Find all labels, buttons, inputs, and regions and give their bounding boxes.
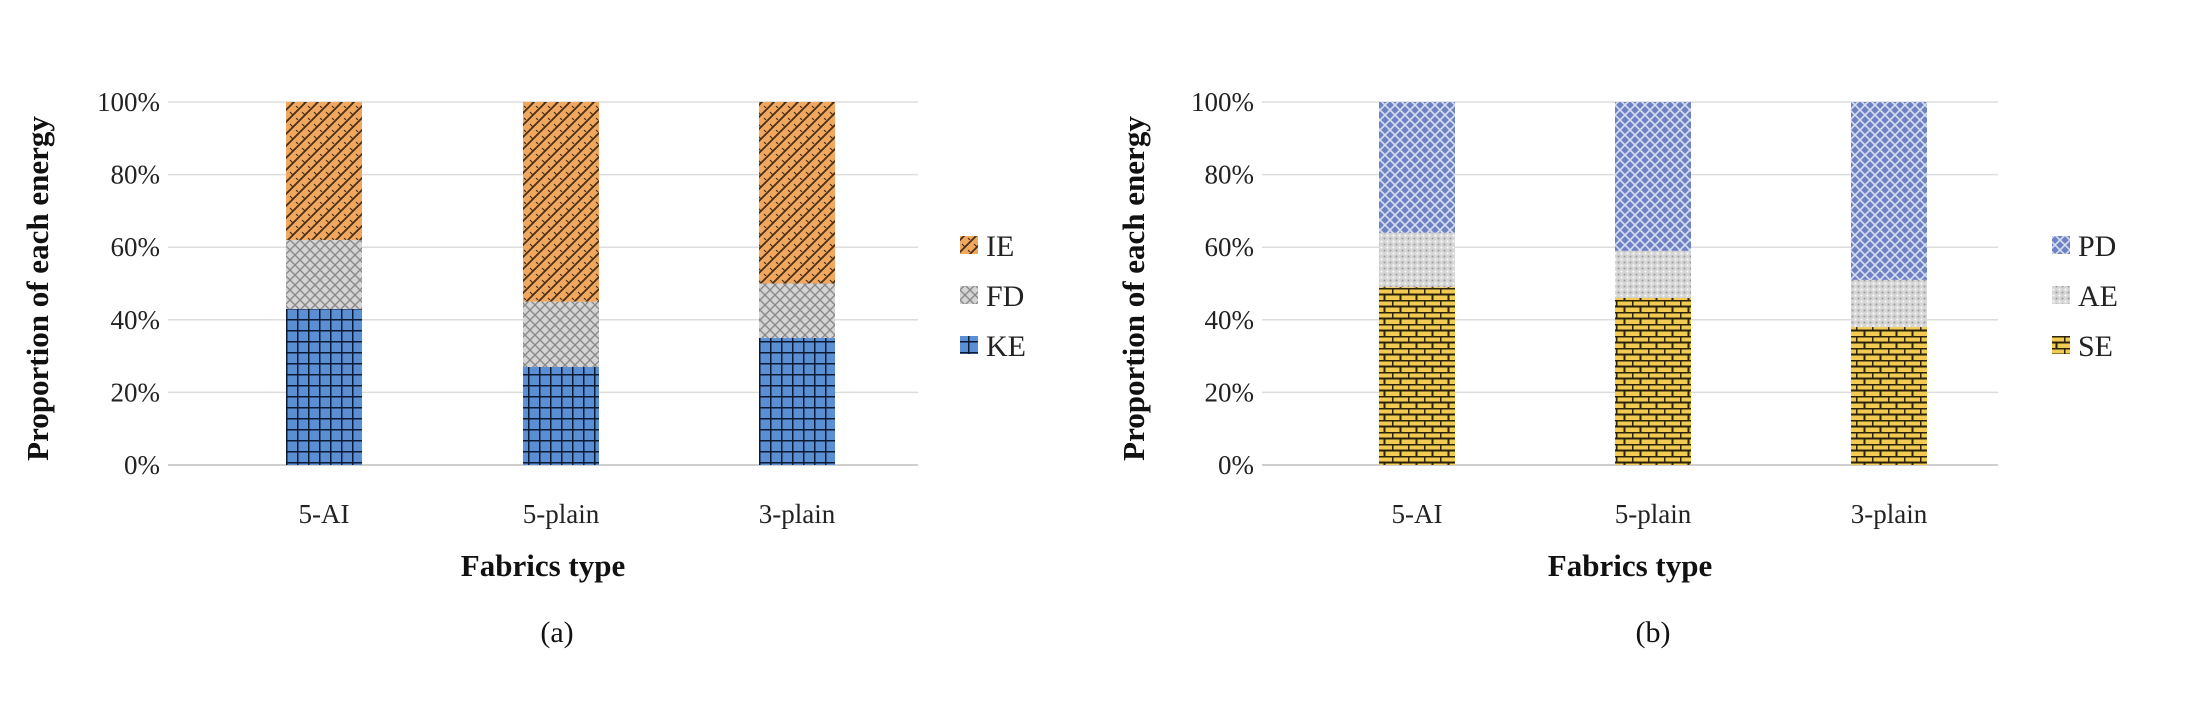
chart-a-ytick-label: 100% bbox=[97, 87, 160, 117]
chart-a-bar-fd-5-ai bbox=[286, 239, 362, 309]
chart-b-xtick-label: 5-AI bbox=[1392, 499, 1443, 529]
chart-b-legend-swatch-pd bbox=[2052, 236, 2070, 254]
chart-b-ytick-label: 0% bbox=[1218, 450, 1254, 480]
chart-b-ytick-label: 80% bbox=[1205, 160, 1255, 190]
chart-b-x-axis-title: Fabrics type bbox=[1548, 548, 1712, 583]
chart-a-x-axis-title: Fabrics type bbox=[461, 548, 625, 583]
chart-b-legend-swatch-se bbox=[2052, 336, 2070, 354]
chart-a-ytick-label: 80% bbox=[111, 160, 161, 190]
chart-a-bar-fd-5-plain bbox=[523, 301, 599, 367]
chart-b-ytick-label: 20% bbox=[1205, 377, 1255, 407]
chart-a-bar-fd-3-plain bbox=[759, 283, 835, 338]
chart-a-bar-ie-3-plain bbox=[759, 102, 835, 284]
chart-a-xtick-label: 3-plain bbox=[759, 499, 836, 529]
chart-a-legend-label-fd: FD bbox=[986, 280, 1024, 313]
chart-a-legend-label-ke: KE bbox=[986, 330, 1026, 363]
chart-a-legend-swatch-ke bbox=[960, 336, 978, 354]
chart-b-legend-label-pd: PD bbox=[2078, 230, 2116, 263]
chart-b-bar-ae-3-plain bbox=[1851, 279, 1927, 328]
chart-b-legend-label-se: SE bbox=[2078, 330, 2113, 363]
chart-a-bar-ke-5-ai bbox=[286, 308, 362, 465]
chart-b-ytick-label: 40% bbox=[1205, 305, 1255, 335]
chart-a-xtick-label: 5-plain bbox=[523, 499, 600, 529]
chart-b-xtick-label: 3-plain bbox=[1851, 499, 1928, 529]
chart-b-bar-se-5-ai bbox=[1379, 287, 1455, 465]
chart-b-bar-se-3-plain bbox=[1851, 327, 1927, 465]
chart-a-ytick-label: 60% bbox=[111, 232, 161, 262]
chart-b-bar-ae-5-ai bbox=[1379, 232, 1455, 288]
chart-a-ytick-label: 40% bbox=[111, 305, 161, 335]
chart-b-caption: (b) bbox=[1636, 616, 1671, 649]
chart-a-legend-swatch-fd bbox=[960, 286, 978, 304]
chart-b-legend-swatch-ae bbox=[2052, 286, 2070, 304]
chart-b-ytick-label: 60% bbox=[1205, 232, 1255, 262]
chart-a-xtick-label: 5-AI bbox=[299, 499, 350, 529]
chart-a-bar-ke-3-plain bbox=[759, 337, 835, 465]
chart-b-bar-se-5-plain bbox=[1615, 298, 1691, 465]
chart-b-bar-pd-3-plain bbox=[1851, 102, 1927, 280]
chart-a-y-axis-title: Proportion of each energy bbox=[20, 116, 55, 461]
chart-b-y-axis-title: Proportion of each energy bbox=[1116, 116, 1151, 461]
chart-a-legend-label-ie: IE bbox=[986, 230, 1014, 263]
chart-b-bar-pd-5-ai bbox=[1379, 102, 1455, 233]
chart-a-bar-ie-5-plain bbox=[523, 102, 599, 302]
chart-a-bar-ie-5-ai bbox=[286, 102, 362, 240]
chart-b-ytick-label: 100% bbox=[1191, 87, 1254, 117]
chart-b-bar-pd-5-plain bbox=[1615, 102, 1691, 251]
chart-a-legend-swatch-ie bbox=[960, 236, 978, 254]
chart-a-ytick-label: 0% bbox=[124, 450, 160, 480]
chart-b-xtick-label: 5-plain bbox=[1615, 499, 1692, 529]
chart-b-bar-ae-5-plain bbox=[1615, 250, 1691, 299]
chart-a-caption: (a) bbox=[540, 616, 573, 649]
chart-a-ytick-label: 20% bbox=[111, 377, 161, 407]
chart-b-legend-label-ae: AE bbox=[2078, 280, 2118, 313]
chart-a-bar-ke-5-plain bbox=[523, 366, 599, 465]
